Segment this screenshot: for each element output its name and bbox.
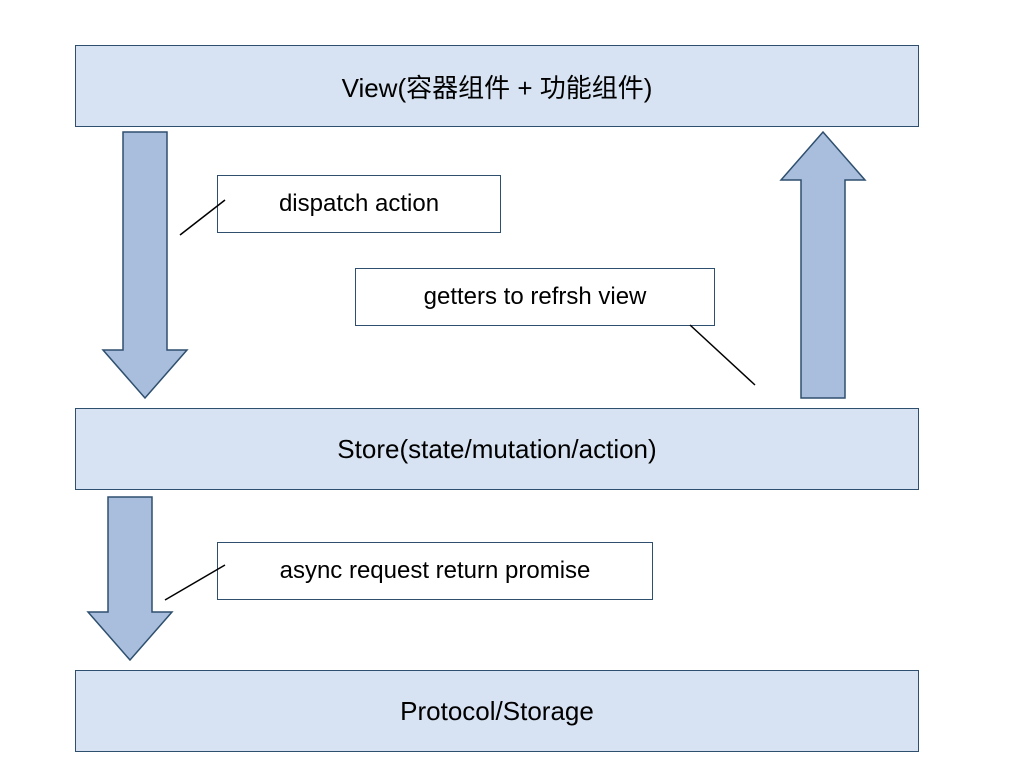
- node-view-label: View(容器组件 + 功能组件): [342, 68, 653, 105]
- label-getters: getters to refrsh view: [355, 268, 715, 326]
- arrow-down-view-store: [103, 132, 187, 398]
- node-storage: Protocol/Storage: [75, 670, 919, 752]
- node-store-label: Store(state/mutation/action): [337, 434, 656, 465]
- connector-async: [165, 565, 225, 600]
- label-getters-text: getters to refrsh view: [424, 283, 647, 311]
- arrow-down-store-storage: [88, 497, 172, 660]
- label-async: async request return promise: [217, 542, 653, 600]
- label-dispatch-text: dispatch action: [279, 190, 439, 218]
- diagram-canvas: View(容器组件 + 功能组件) Store(state/mutation/a…: [0, 0, 1018, 760]
- node-view: View(容器组件 + 功能组件): [75, 45, 919, 127]
- arrow-up-store-view: [781, 132, 865, 398]
- connector-getters: [690, 325, 755, 385]
- node-store: Store(state/mutation/action): [75, 408, 919, 490]
- label-dispatch: dispatch action: [217, 175, 501, 233]
- label-async-text: async request return promise: [280, 557, 591, 585]
- node-storage-label: Protocol/Storage: [400, 696, 594, 727]
